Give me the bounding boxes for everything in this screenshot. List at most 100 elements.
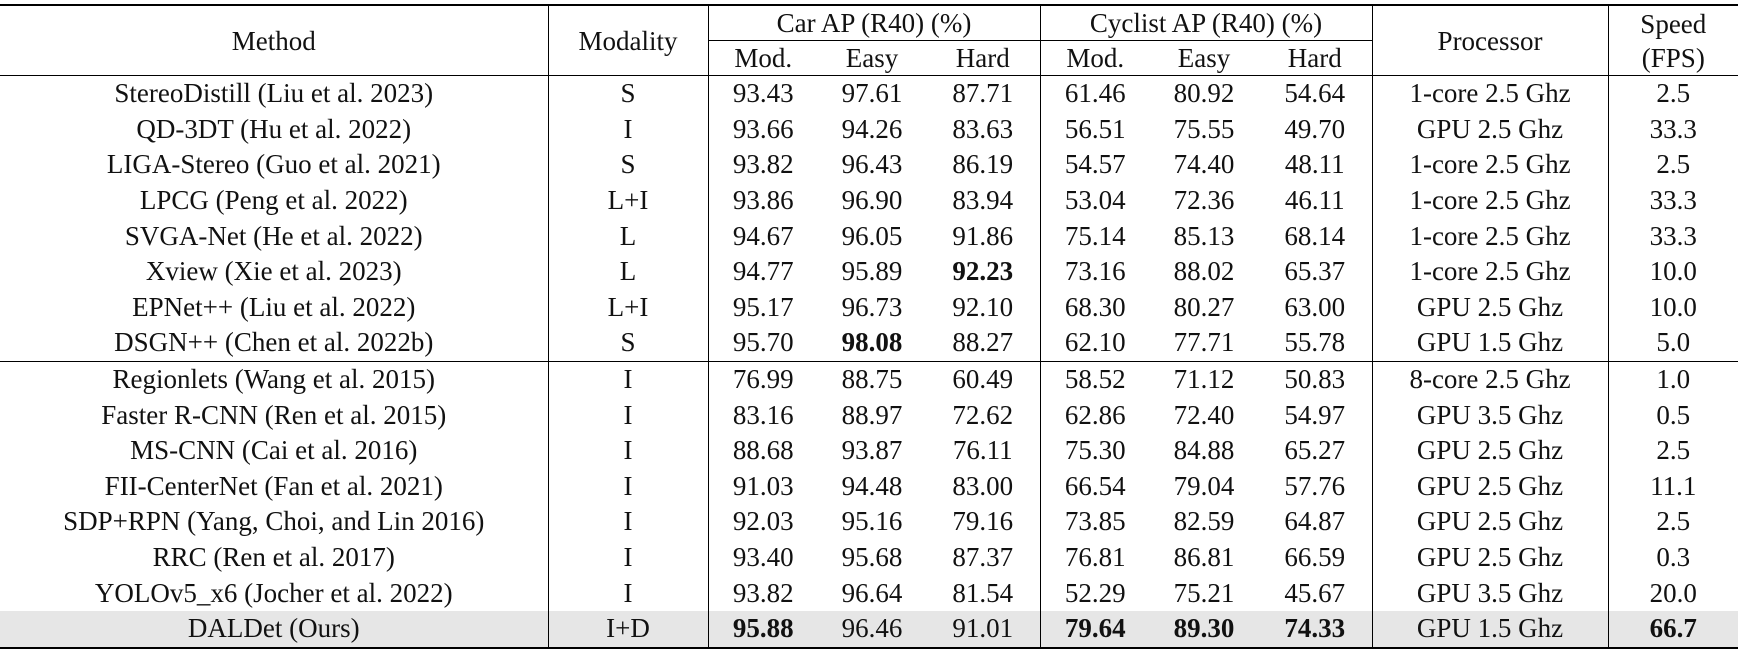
cell-cyclist-easy: 72.40 xyxy=(1173,399,1235,430)
cell-processor: GPU 2.5 Ghz xyxy=(1371,111,1609,148)
cell-car-hard: 83.94 xyxy=(952,185,1014,216)
cell-cyclist-easy: 80.27 xyxy=(1173,291,1235,322)
cell-processor: GPU 3.5 Ghz xyxy=(1371,397,1609,433)
cell-processor: GPU 3.5 Ghz xyxy=(1371,575,1609,611)
cell-car-easy: 96.64 xyxy=(841,577,903,608)
header-row-1: Method Modality Car AP (R40) (%) Cyclist… xyxy=(0,5,1738,76)
table-row: Faster R-CNN (Ren et al. 2015) I 83.16 8… xyxy=(0,397,1738,433)
cell-car-hard: 83.00 xyxy=(952,470,1014,501)
cell-cyclist-hard: 50.83 xyxy=(1258,360,1373,398)
cell-cyclist-easy: 85.13 xyxy=(1173,220,1235,251)
cell-speed: 33.3 xyxy=(1607,111,1738,148)
cell-method: Regionlets (Wang et al. 2015) xyxy=(0,360,548,398)
cell-modality: S xyxy=(547,75,708,112)
cell-speed: 20.0 xyxy=(1607,575,1738,611)
cell-cyclist-mod: 75.14 xyxy=(1039,218,1151,254)
cell-cyclist-mod: 62.86 xyxy=(1039,397,1151,433)
cell-car-mod: 94.77 xyxy=(707,253,818,290)
header-car-group: Car AP (R40) (%) xyxy=(707,5,1041,41)
cell-car-mod: 93.82 xyxy=(707,575,818,611)
cell-car-hard: 86.19 xyxy=(952,149,1014,180)
header-processor: Processor xyxy=(1371,5,1609,76)
cell-processor: 8-core 2.5 Ghz xyxy=(1371,360,1609,398)
cell-modality: I xyxy=(547,539,708,576)
cell-cyclist-easy: 75.21 xyxy=(1173,577,1235,608)
cell-method: DALDet (Ours) xyxy=(0,610,548,649)
cell-cyclist-hard: 57.76 xyxy=(1284,470,1346,501)
cell-cyclist-mod: 73.16 xyxy=(1039,253,1151,290)
cell-car-mod: 94.67 xyxy=(707,218,818,254)
cell-modality: I+D xyxy=(547,610,708,649)
table-row: DSGN++ (Chen et al. 2022b) S 95.70 98.08… xyxy=(0,325,1738,362)
cell-cyclist-easy: 72.36 xyxy=(1173,185,1235,216)
cell-processor: 1-core 2.5 Ghz xyxy=(1371,147,1609,183)
results-table: Method Modality Car AP (R40) (%) Cyclist… xyxy=(0,4,1738,649)
cell-car-easy: 96.73 xyxy=(841,291,903,322)
cell-processor: GPU 2.5 Ghz xyxy=(1371,539,1609,576)
cell-car-hard: 87.37 xyxy=(952,542,1014,573)
header-cyclist-group: Cyclist AP (R40) (%) xyxy=(1039,5,1373,41)
cell-car-easy: 88.75 xyxy=(818,360,926,398)
table-row: FII-CenterNet (Fan et al. 2021) I 91.03 … xyxy=(0,468,1738,505)
cell-modality: L xyxy=(547,218,708,254)
cell-method: StereoDistill (Liu et al. 2023) xyxy=(114,78,434,109)
cell-cyclist-easy: 86.81 xyxy=(1173,542,1235,573)
cell-car-hard: 76.11 xyxy=(952,435,1013,466)
cell-method: FII-CenterNet (Fan et al. 2021) xyxy=(104,470,443,501)
cell-modality: S xyxy=(547,147,708,183)
cell-car-hard: 79.16 xyxy=(952,506,1014,537)
cell-speed: 2.5 xyxy=(1607,75,1738,112)
cell-cyclist-hard: 49.70 xyxy=(1284,113,1346,144)
cell-modality: L xyxy=(547,253,708,290)
cell-modality: L+I xyxy=(547,182,708,219)
cell-cyclist-hard: 64.87 xyxy=(1284,506,1346,537)
cell-car-mod: 91.03 xyxy=(707,468,818,505)
table-row: EPNet++ (Liu et al. 2022) L+I 95.17 96.7… xyxy=(0,289,1738,326)
header-cyclist-easy: Easy xyxy=(1150,40,1259,76)
cell-cyclist-hard: 55.78 xyxy=(1284,327,1346,358)
cell-cyclist-easy: 77.71 xyxy=(1173,327,1235,358)
cell-speed: 33.3 xyxy=(1607,182,1738,219)
cell-modality: I xyxy=(547,432,708,469)
cell-cyclist-easy-best: 89.30 xyxy=(1150,610,1259,649)
cell-cyclist-hard: 63.00 xyxy=(1284,291,1346,322)
table-row: Xview (Xie et al. 2023) L 94.77 95.89 92… xyxy=(0,253,1738,290)
cell-speed: 0.3 xyxy=(1607,539,1738,576)
header-car-mod: Mod. xyxy=(707,40,818,76)
header-row-2: Mod. Easy Hard Mod. Easy Hard xyxy=(0,40,1738,76)
header-car-hard: Hard xyxy=(926,40,1041,76)
cell-cyclist-mod: 54.57 xyxy=(1039,147,1151,183)
cell-cyclist-mod: 76.81 xyxy=(1039,539,1151,576)
cell-speed: 11.1 xyxy=(1607,468,1738,505)
table-row: StereoDistill (Liu et al. 2023) S 93.43 … xyxy=(0,75,1738,112)
cell-processor: 1-core 2.5 Ghz xyxy=(1371,218,1609,254)
cell-speed: 10.0 xyxy=(1607,289,1738,326)
cell-speed: 5.0 xyxy=(1607,325,1738,362)
cell-car-easy: 94.48 xyxy=(841,470,903,501)
cell-car-mod: 92.03 xyxy=(707,504,818,540)
header-car-easy: Easy xyxy=(818,40,926,76)
cell-cyclist-hard: 54.64 xyxy=(1284,78,1346,109)
cell-method: SVGA-Net (He et al. 2022) xyxy=(124,220,423,251)
cell-car-hard: 72.62 xyxy=(952,399,1014,430)
cell-cyclist-hard: 54.97 xyxy=(1284,399,1346,430)
cell-cyclist-hard-best: 74.33 xyxy=(1258,610,1373,649)
cell-cyclist-hard: 68.14 xyxy=(1284,220,1346,251)
cell-modality: I xyxy=(547,575,708,611)
cell-speed-best: 66.7 xyxy=(1607,610,1738,649)
cell-cyclist-hard: 45.67 xyxy=(1284,577,1346,608)
cell-car-easy: 96.46 xyxy=(818,610,926,649)
cell-processor: GPU 2.5 Ghz xyxy=(1371,504,1609,540)
cell-modality: I xyxy=(547,397,708,433)
cell-car-easy-best: 98.08 xyxy=(841,327,903,358)
table-row: RRC (Ren et al. 2017) I 93.40 95.68 87.3… xyxy=(0,539,1738,576)
cell-car-mod: 95.17 xyxy=(707,289,818,326)
cell-car-mod: 93.40 xyxy=(707,539,818,576)
cell-cyclist-easy: 88.02 xyxy=(1173,256,1235,287)
cell-cyclist-easy: 84.88 xyxy=(1173,435,1235,466)
cell-cyclist-mod: 52.29 xyxy=(1039,575,1151,611)
cell-cyclist-hard: 65.27 xyxy=(1284,435,1346,466)
header-modality: Modality xyxy=(547,5,708,76)
cell-processor: 1-core 2.5 Ghz xyxy=(1371,182,1609,219)
